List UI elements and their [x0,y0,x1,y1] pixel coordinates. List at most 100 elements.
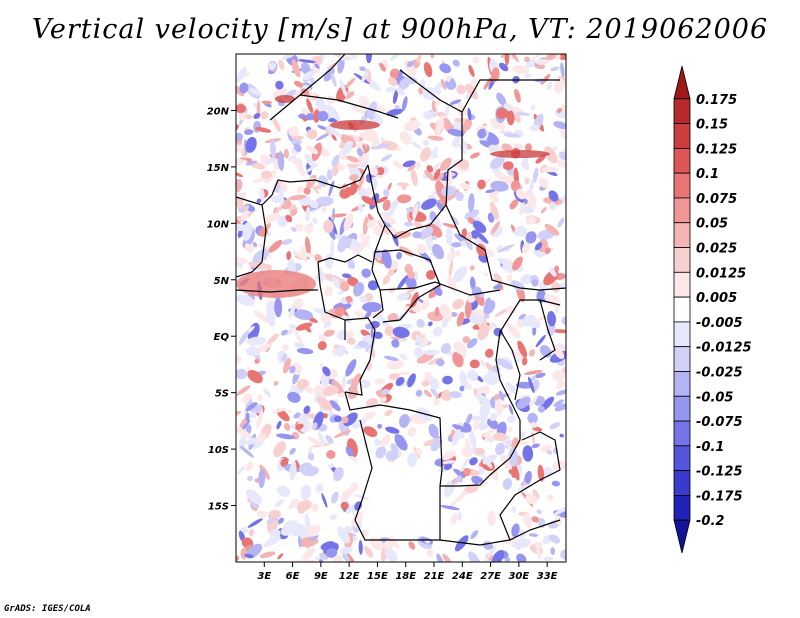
velocity-blob [257,394,264,401]
velocity-blob [246,336,267,346]
velocity-blob [475,393,491,406]
boundary-line [399,69,566,291]
velocity-blob [553,399,564,407]
velocity-blob [524,56,531,63]
lon-tick-label: 12E [339,571,360,582]
velocity-blob [407,452,418,468]
velocity-blob [376,220,390,236]
velocity-blob [346,330,354,339]
velocity-blob [306,252,316,258]
velocity-blob [418,226,434,240]
velocity-blob [557,217,565,228]
velocity-blob [273,441,286,458]
velocity-blob [305,206,311,222]
velocity-blob [493,394,500,400]
velocity-blob [263,388,272,398]
velocity-blob [376,196,388,204]
velocity-blob [430,54,435,59]
velocity-blob [506,274,513,282]
velocity-blob [269,528,281,540]
velocity-blob [416,243,427,254]
velocity-blob [496,107,509,119]
velocity-blob [346,337,356,345]
colorbar-label: 0.05 [696,217,728,232]
velocity-blob [556,159,566,168]
colorbar-swatch [673,98,691,124]
velocity-blob [454,475,462,484]
boundary-line [374,249,441,323]
velocity-blob [374,378,386,385]
velocity-blob [535,58,549,66]
boundary-line [539,299,556,361]
velocity-blob [384,325,395,337]
velocity-blob [403,120,421,132]
velocity-blob [349,455,358,463]
velocity-blob [485,189,496,194]
velocity-blob [481,404,493,410]
velocity-blob [506,322,521,339]
velocity-blob [260,170,272,179]
colorbar-swatch [673,271,691,298]
velocity-blob [287,391,301,403]
velocity-blob [522,445,534,462]
velocity-blob [495,357,514,370]
lon-tick-label: 27E [480,571,501,582]
velocity-blob [407,164,416,172]
boundary-line [499,329,521,401]
velocity-blob [242,396,248,404]
velocity-blob [535,154,546,164]
velocity-blob [278,187,285,206]
colorbar-label: 0.175 [696,93,737,108]
velocity-blob [427,135,444,141]
velocity-blob [560,62,565,78]
velocity-blob [469,314,485,325]
velocity-blob [454,133,460,147]
colorbar-swatch [673,222,691,248]
lon-tick-label: 18E [395,571,416,582]
velocity-blob [337,235,349,253]
boundary-line [344,391,443,487]
velocity-blob [383,189,390,197]
velocity-blob [547,494,554,502]
velocity-blob [552,370,566,382]
velocity-blob [335,344,347,357]
velocity-blob [245,461,253,472]
velocity-blob [561,316,566,326]
velocity-blob [544,223,560,236]
velocity-blob [241,192,247,196]
velocity-blob [304,153,317,169]
velocity-blob [354,494,370,500]
velocity-blob [514,88,521,103]
colorbar-label: -0.175 [696,489,743,504]
velocity-blob [483,373,499,385]
velocity-blob [426,165,434,173]
velocity-blob [493,284,502,290]
velocity-blob [535,334,546,348]
velocity-blob [544,146,558,164]
velocity-blob [469,457,478,466]
velocity-blob [367,186,372,197]
velocity-blob [555,389,566,396]
velocity-blob [436,553,445,562]
velocity-blob [407,270,416,279]
velocity-blob [315,96,327,113]
colorbar-label: -0.2 [696,514,724,529]
velocity-blob [470,530,479,539]
velocity-blob [399,413,410,428]
velocity-blob [380,154,393,162]
velocity-blob [380,140,399,151]
velocity-blob [442,553,453,562]
velocity-blob [304,513,311,531]
velocity-blob [240,548,247,560]
velocity-blob [317,432,326,445]
velocity-blob [316,396,333,411]
velocity-blob [493,432,507,442]
colorbar-label: -0.0125 [696,341,752,356]
velocity-blob [379,62,386,72]
velocity-blob [318,334,326,342]
velocity-blob [397,274,409,290]
velocity-blob [245,346,260,357]
lat-tick-label: 5S [215,389,229,400]
velocity-blob [315,196,334,207]
velocity-blob [418,87,424,95]
